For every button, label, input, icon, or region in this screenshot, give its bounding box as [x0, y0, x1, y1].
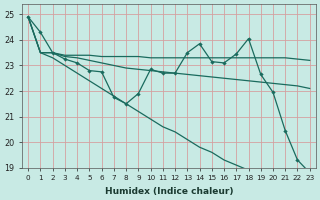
X-axis label: Humidex (Indice chaleur): Humidex (Indice chaleur) — [105, 187, 233, 196]
